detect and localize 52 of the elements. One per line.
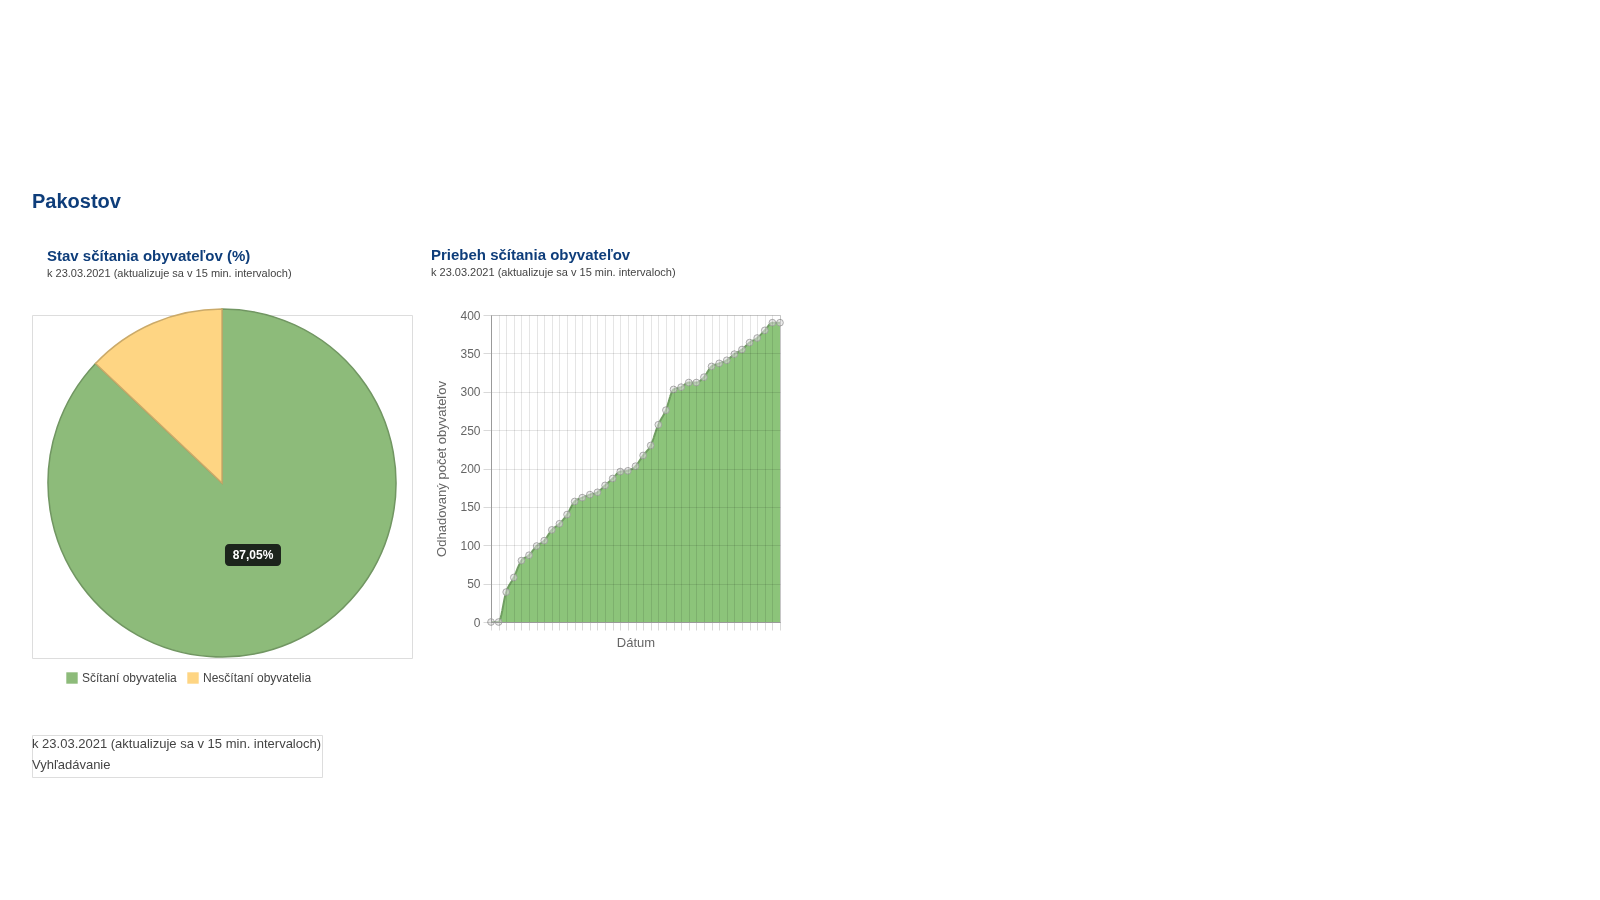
legend-label: Sčítaní obyvatelia bbox=[82, 671, 178, 685]
point bbox=[509, 573, 518, 582]
point bbox=[776, 318, 784, 327]
data-label: 87,05% bbox=[232, 547, 274, 562]
y-axis-title: Odhadovaný počet obyvateľov bbox=[434, 380, 450, 557]
y-tick-label: 150 bbox=[460, 500, 481, 515]
chart-title: Stav sčítania obyvateľov (%) bbox=[47, 247, 251, 264]
point bbox=[753, 334, 762, 342]
point bbox=[738, 345, 746, 354]
y-tick-label: 0 bbox=[473, 615, 481, 630]
y-tick-label: 350 bbox=[460, 346, 481, 361]
point bbox=[745, 338, 754, 347]
point bbox=[525, 551, 533, 560]
point bbox=[586, 490, 594, 499]
pie-slice bbox=[47, 308, 397, 658]
point bbox=[692, 378, 701, 387]
text: Pakostov bbox=[32, 189, 122, 212]
chart-subtitle: k 23.03.2021 (aktualizuje sa v 15 min. intervaloch) bbox=[430, 266, 676, 278]
point bbox=[654, 420, 663, 429]
pie-slice bbox=[94, 308, 223, 484]
y-tick-label: 400 bbox=[460, 308, 481, 323]
chart-subtitle: k 23.03.2021 (aktualizuje sa v 15 min. intervaloch) bbox=[47, 267, 292, 279]
y-tick-label: 300 bbox=[460, 385, 481, 400]
point bbox=[578, 493, 587, 502]
text: Vyhľadávanie bbox=[32, 757, 111, 772]
point bbox=[555, 519, 564, 528]
point bbox=[639, 451, 647, 460]
point bbox=[608, 474, 617, 483]
point bbox=[593, 488, 602, 497]
point bbox=[700, 373, 708, 382]
point bbox=[662, 406, 670, 415]
point bbox=[715, 359, 724, 368]
y-tick-label: 100 bbox=[460, 538, 481, 553]
x-axis-title: Dátum bbox=[616, 635, 656, 650]
point bbox=[760, 326, 769, 335]
point bbox=[502, 588, 511, 596]
y-tick-label: 200 bbox=[460, 462, 481, 476]
point bbox=[540, 536, 549, 545]
point bbox=[707, 362, 716, 371]
point bbox=[768, 318, 777, 327]
point bbox=[722, 356, 731, 365]
legend-label: Nesčítaní obyvatelia bbox=[203, 671, 312, 685]
y-tick-label: 50 bbox=[467, 577, 481, 592]
point bbox=[601, 481, 609, 490]
point bbox=[646, 441, 655, 450]
point bbox=[677, 383, 685, 391]
point bbox=[570, 497, 579, 506]
point bbox=[563, 510, 571, 519]
y-tick-label: 250 bbox=[460, 423, 481, 438]
chart-title: Priebeh sčítania obyvateľov bbox=[430, 246, 631, 263]
point bbox=[547, 526, 556, 534]
text: k 23.03.2021 (aktualizuje sa v 15 min. intervaloch) bbox=[32, 736, 322, 751]
